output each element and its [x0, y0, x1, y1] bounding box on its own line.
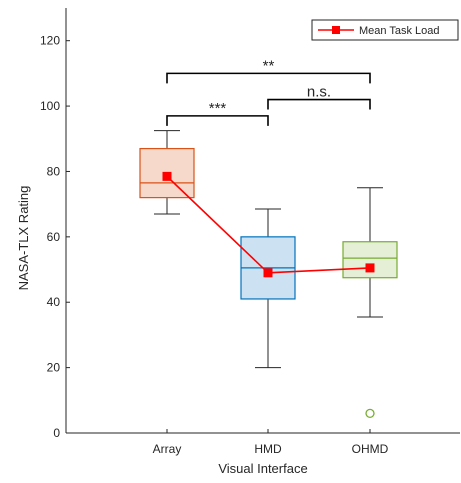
axes-layer: 0 20 40 60 80 100 120 Array HMD OHMD [40, 8, 460, 456]
significance-bracket [166, 72, 371, 84]
mean-marker [263, 268, 273, 278]
y-tick-label: 80 [47, 164, 61, 178]
y-tick-label: 60 [47, 230, 61, 244]
x-axis-label: Visual Interface [218, 461, 307, 476]
legend: Mean Task Load [311, 19, 459, 41]
x-tick-label: HMD [254, 442, 282, 456]
mean-marker [365, 263, 375, 273]
legend-marker [332, 26, 340, 34]
significance-label: *** [209, 100, 227, 117]
legend-box [311, 19, 459, 41]
y-tick-label: 40 [47, 295, 61, 309]
x-tick-label: OHMD [352, 442, 389, 456]
significance-layer: *** n.s. ** [166, 57, 371, 126]
y-tick-label: 120 [40, 34, 60, 48]
significance-label: n.s. [307, 84, 331, 101]
series-layer [162, 171, 375, 278]
significance-bracket [267, 98, 371, 110]
y-axis-label: NASA-TLX Rating [16, 186, 31, 291]
significance-label: ** [263, 57, 275, 74]
legend-label: Mean Task Load [359, 25, 440, 37]
y-tick-label: 0 [53, 426, 60, 440]
outlier-point [365, 408, 375, 419]
significance-bracket [166, 115, 269, 126]
y-tick-label: 20 [47, 361, 61, 375]
x-tick-label: Array [153, 442, 182, 456]
y-tick-label: 100 [40, 99, 60, 113]
mean-marker [162, 171, 172, 181]
